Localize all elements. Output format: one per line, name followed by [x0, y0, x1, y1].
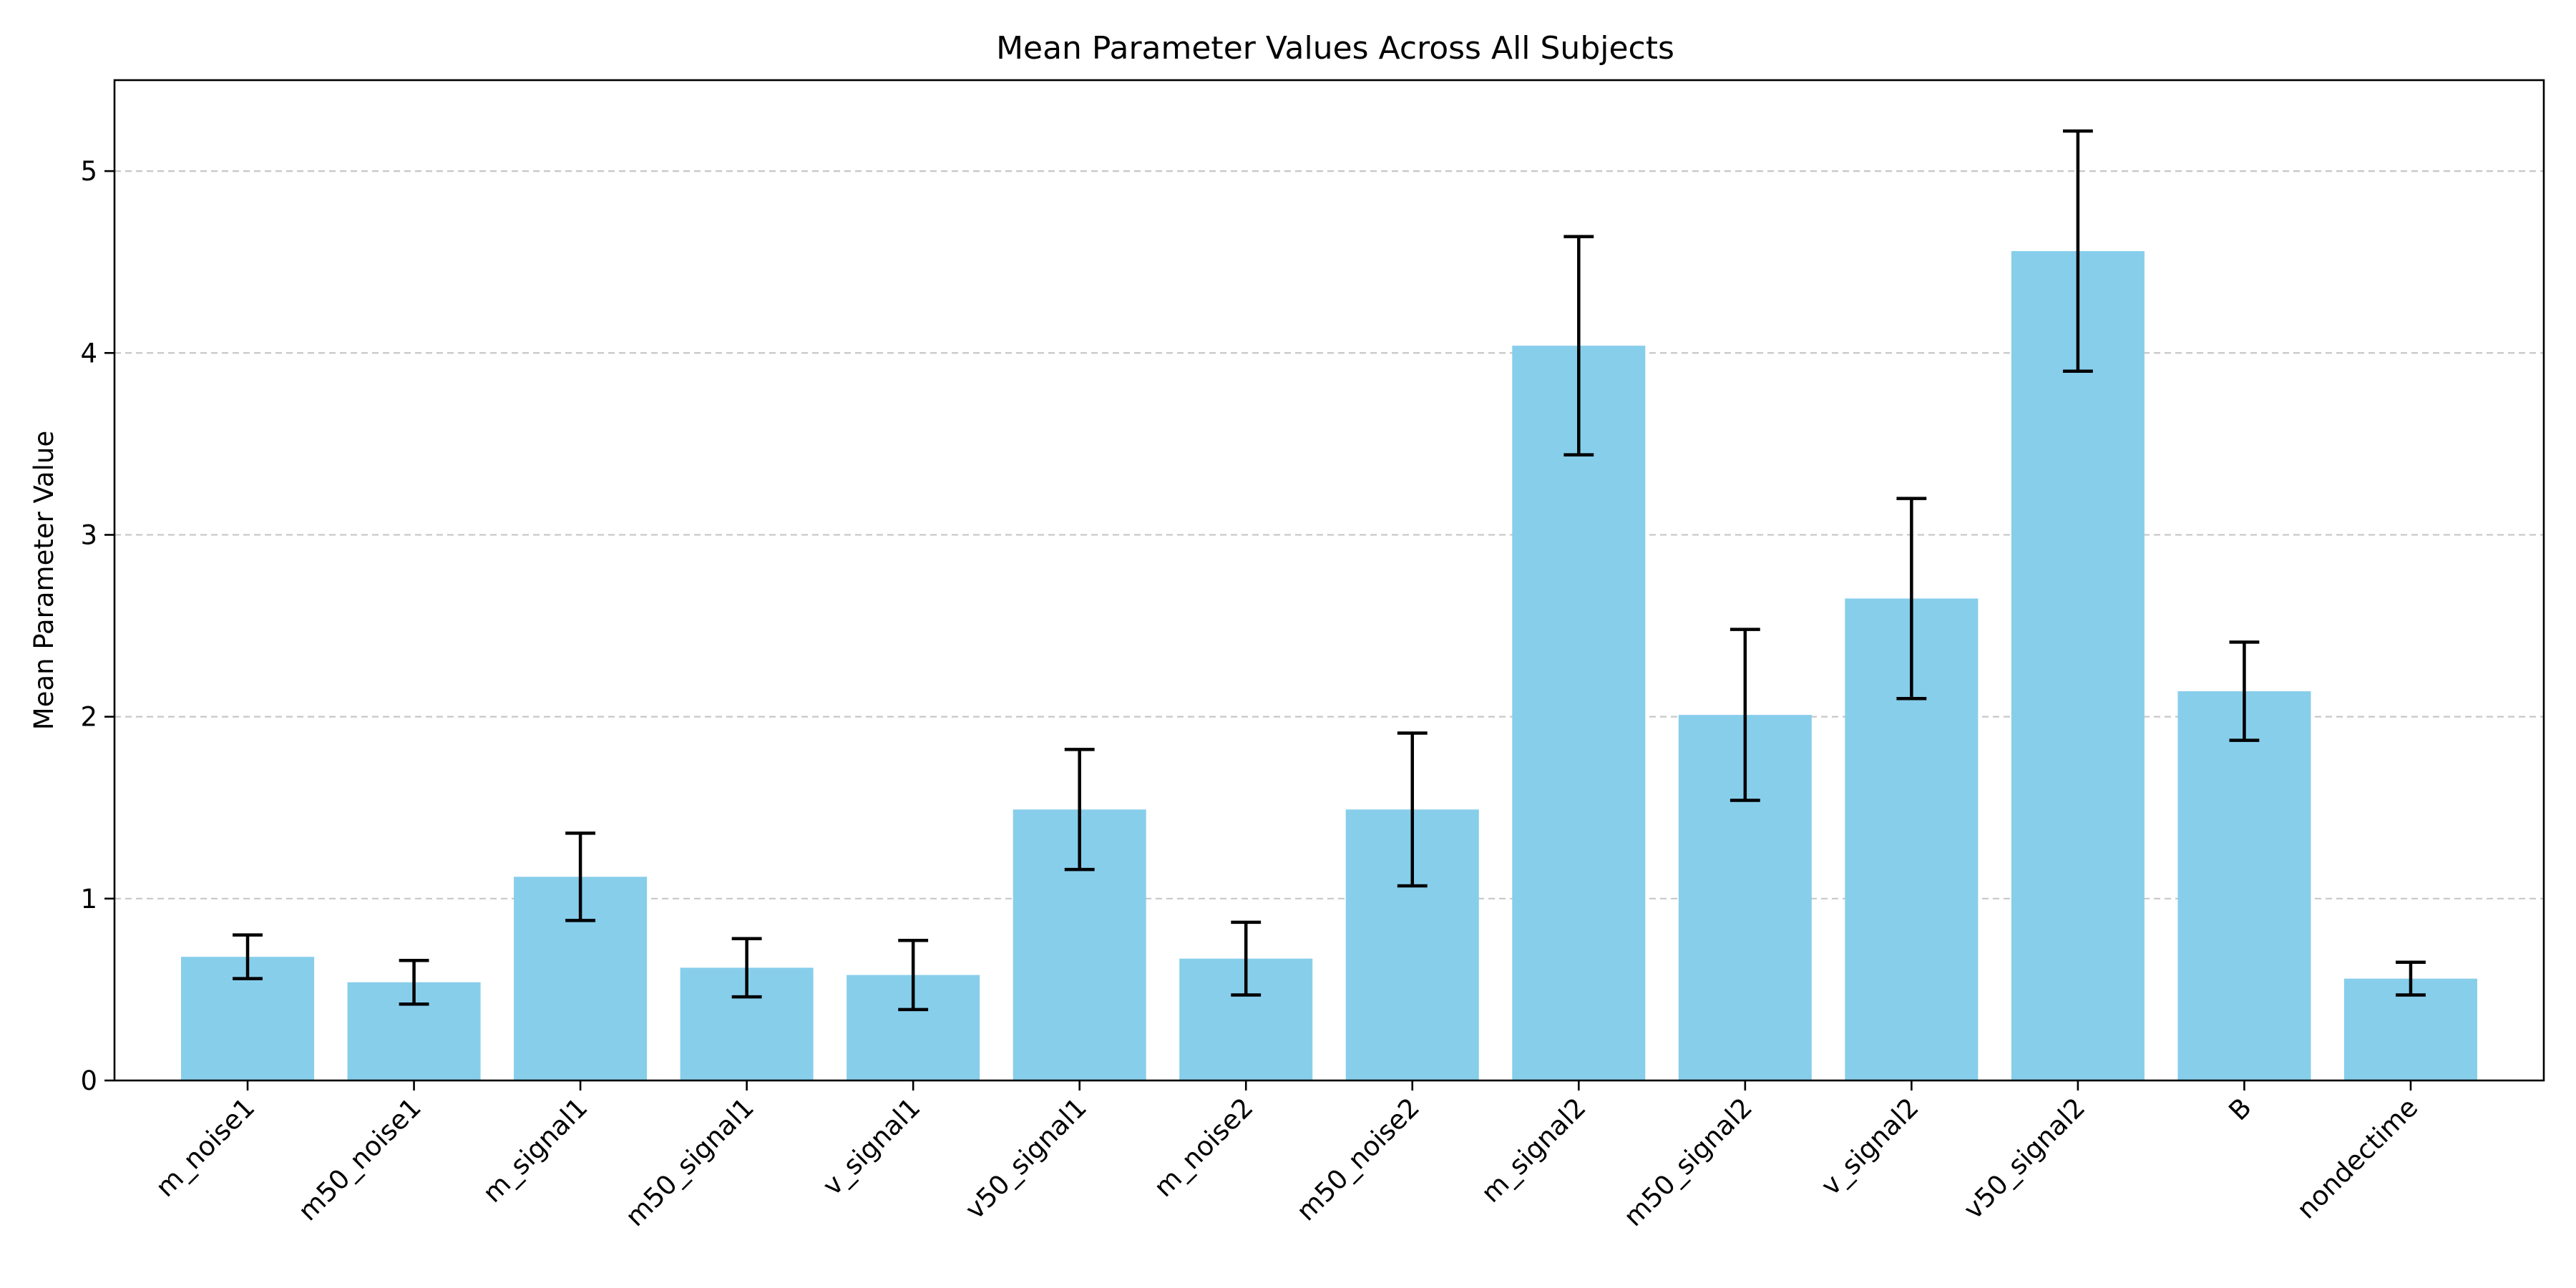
error-bar-v50_signal2 — [2062, 129, 2093, 373]
x-axis-ticks: m_noise1 m50_noise1 m_signal1 m50_signal1 v_… — [150, 1080, 2424, 1232]
error-bar-v_signal2 — [1896, 497, 1927, 701]
error-bar-v50_signal1 — [1064, 748, 1095, 872]
y-tick-label: 0 — [80, 1065, 97, 1096]
x-tick-label: m_signal2 — [1475, 1092, 1592, 1209]
x-tick-label: m50_signal1 — [620, 1092, 760, 1232]
error-bars — [233, 129, 2426, 1012]
error-bar-m50_noise1 — [399, 958, 429, 1006]
error-bar-B — [2229, 640, 2260, 742]
x-tick-label: v50_signal1 — [960, 1092, 1093, 1225]
x-tick-label: m50_signal2 — [1618, 1092, 1758, 1232]
error-bar-m50_noise2 — [1397, 731, 1428, 888]
error-bar-v_signal1 — [898, 939, 929, 1012]
y-tick-label: 4 — [80, 338, 97, 369]
x-tick-label: m_noise2 — [1148, 1092, 1259, 1203]
chart-title: Mean Parameter Values Across All Subject… — [996, 30, 1674, 67]
x-tick-label: m_noise1 — [150, 1092, 260, 1203]
error-bar-m_signal1 — [565, 831, 596, 922]
y-axis-label: Mean Parameter Value — [29, 431, 59, 730]
y-tick-label: 2 — [80, 702, 97, 733]
y-tick-label: 1 — [80, 884, 97, 914]
x-tick-label: v50_signal2 — [1958, 1092, 2091, 1225]
bars — [181, 250, 2477, 1080]
y-tick-label: 5 — [80, 156, 97, 187]
bar-m_signal2 — [1512, 346, 1646, 1080]
x-tick-label: B — [2223, 1092, 2257, 1126]
x-tick-label: nondectime — [2291, 1092, 2424, 1225]
y-axis-ticks: 0 1 2 3 4 5 — [80, 156, 114, 1096]
x-tick-label: m50_noise2 — [1291, 1092, 1425, 1226]
error-bar-m50_signal1 — [731, 937, 762, 999]
bar-v50_signal2 — [2011, 250, 2145, 1080]
y-tick-label: 3 — [80, 519, 97, 550]
x-tick-label: m_signal1 — [477, 1092, 593, 1209]
x-tick-label: m50_noise1 — [292, 1092, 426, 1226]
error-bar-m_signal2 — [1563, 235, 1594, 457]
plot-frame — [113, 79, 2545, 1082]
bar-B — [2177, 691, 2311, 1080]
error-bar-m50_signal2 — [1729, 628, 1760, 802]
error-bar-m_noise1 — [233, 933, 263, 980]
x-tick-label: v_signal2 — [1815, 1092, 1925, 1201]
error-bar-nondectime — [2396, 960, 2426, 997]
error-bar-m_noise2 — [1231, 920, 1262, 997]
x-tick-label: v_signal1 — [817, 1092, 927, 1201]
